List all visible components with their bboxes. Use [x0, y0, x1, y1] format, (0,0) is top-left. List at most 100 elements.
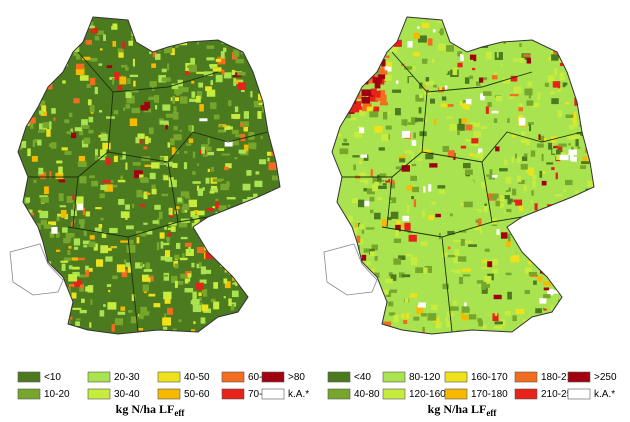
region-patch	[437, 18, 444, 24]
region-patch	[269, 55, 274, 60]
region-patch	[249, 271, 257, 275]
region-patch	[468, 75, 473, 79]
region-patch	[563, 188, 567, 192]
region-patch	[247, 196, 256, 200]
region-patch	[99, 193, 105, 199]
region-patch	[173, 134, 182, 141]
region-patch	[88, 116, 94, 123]
region-patch	[437, 226, 442, 233]
region-patch	[358, 81, 364, 86]
region-patch	[416, 306, 424, 315]
region-patch	[223, 278, 228, 284]
region-patch	[425, 77, 430, 82]
region-patch	[105, 256, 113, 262]
region-patch	[420, 241, 428, 246]
region-patch	[359, 160, 362, 164]
region-patch	[196, 71, 205, 74]
region-patch	[117, 179, 126, 183]
region-patch	[249, 47, 253, 55]
region-patch	[40, 111, 47, 116]
region-patch	[565, 179, 573, 186]
region-patch	[192, 215, 199, 220]
region-patch	[419, 82, 423, 89]
region-patch	[418, 107, 422, 114]
region-patch	[41, 105, 47, 113]
region-patch	[131, 25, 140, 32]
region-patch	[374, 308, 378, 311]
region-patch	[86, 83, 91, 88]
region-patch	[475, 196, 484, 201]
region-patch	[407, 41, 413, 48]
region-patch	[463, 332, 468, 334]
region-patch	[589, 230, 594, 237]
region-patch	[98, 134, 101, 138]
region-patch	[163, 272, 170, 281]
region-patch	[220, 51, 225, 59]
region-patch	[117, 311, 126, 315]
region-patch	[499, 168, 508, 172]
region-patch	[389, 182, 396, 189]
region-patch	[38, 100, 46, 106]
region-patch	[203, 71, 213, 76]
region-patch	[462, 50, 466, 55]
region-patch	[496, 229, 500, 235]
region-patch	[346, 65, 355, 73]
region-patch	[356, 75, 362, 84]
region-patch	[212, 67, 222, 72]
region-patch	[40, 219, 48, 225]
region-patch	[560, 276, 569, 282]
region-patch	[341, 36, 345, 43]
region-patch	[154, 204, 161, 210]
region-patch	[349, 117, 358, 121]
region-patch	[564, 243, 574, 246]
region-patch	[369, 251, 376, 257]
region-patch	[466, 31, 470, 39]
region-patch	[265, 282, 274, 288]
region-patch	[111, 25, 118, 30]
region-patch	[167, 63, 170, 71]
region-patch	[453, 300, 457, 306]
region-patch	[381, 151, 388, 160]
region-patch	[352, 101, 362, 109]
region-patch	[191, 125, 194, 133]
region-patch	[404, 222, 411, 231]
region-patch	[191, 22, 201, 25]
region-patch	[132, 162, 141, 166]
region-patch	[112, 77, 115, 85]
region-patch	[268, 152, 275, 156]
region-patch	[538, 134, 541, 141]
region-patch	[565, 114, 574, 118]
region-patch	[342, 75, 351, 80]
region-patch	[252, 301, 261, 309]
region-patch	[564, 247, 568, 252]
region-patch	[553, 259, 562, 263]
region-patch	[194, 217, 200, 226]
region-patch	[274, 332, 280, 334]
region-patch	[385, 278, 393, 284]
region-patch	[558, 143, 567, 147]
region-patch	[119, 76, 127, 85]
region-patch	[339, 90, 348, 99]
region-patch	[166, 257, 173, 262]
region-patch	[198, 82, 204, 88]
region-patch	[500, 64, 503, 67]
region-patch	[470, 143, 479, 147]
region-patch	[347, 215, 353, 223]
region-patch	[120, 175, 124, 180]
region-patch	[151, 184, 156, 189]
region-patch	[22, 144, 25, 148]
region-patch	[188, 125, 193, 132]
region-patch	[491, 18, 500, 25]
region-patch	[389, 289, 397, 293]
region-patch	[336, 325, 341, 333]
region-patch	[487, 102, 492, 107]
region-patch	[190, 329, 196, 334]
region-patch	[182, 253, 185, 258]
region-patch	[198, 262, 202, 268]
region-patch	[228, 216, 236, 219]
region-patch	[508, 233, 511, 242]
region-patch	[357, 222, 361, 227]
region-patch	[374, 67, 385, 71]
region-patch	[163, 291, 172, 300]
region-patch	[595, 91, 603, 97]
